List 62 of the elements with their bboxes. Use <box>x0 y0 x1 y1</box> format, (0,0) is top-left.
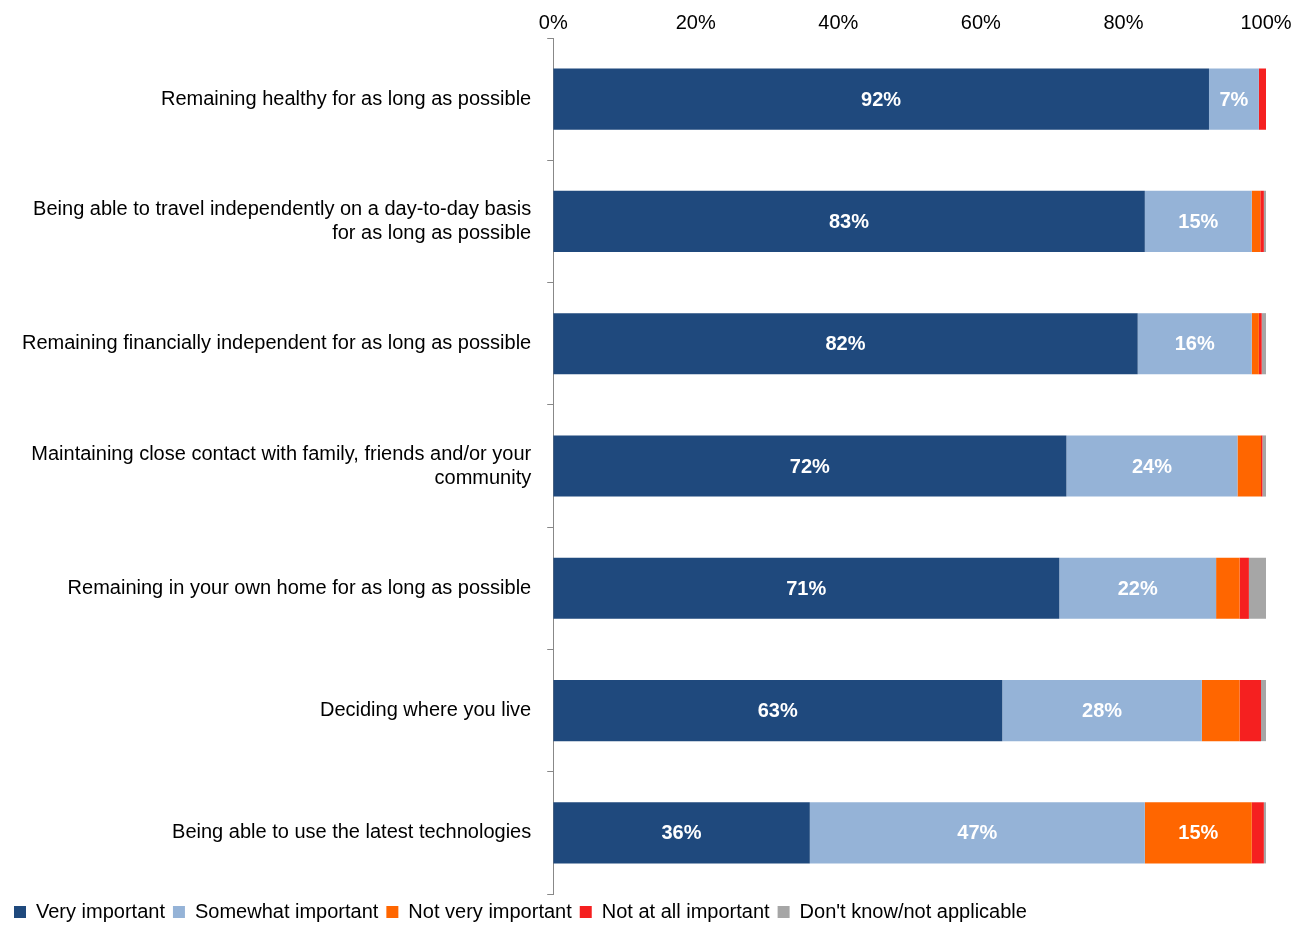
bar <box>1002 680 1202 742</box>
bar <box>553 557 1060 619</box>
data-label: 82% <box>825 332 866 355</box>
bar <box>553 190 1145 252</box>
bar <box>553 68 1209 130</box>
bar <box>1066 435 1238 497</box>
bar <box>553 680 1003 742</box>
bar <box>809 802 1145 864</box>
x-tick-label: 60% <box>960 10 1002 33</box>
data-label: 7% <box>1219 87 1249 110</box>
bar <box>1251 190 1261 252</box>
bar <box>1239 557 1249 619</box>
bar <box>1258 313 1262 375</box>
bar <box>1251 313 1259 375</box>
y-tick-label: Maintaining close contact with family, friends and/or your community <box>31 441 532 488</box>
data-label: 36% <box>661 821 702 844</box>
bar <box>1261 680 1266 742</box>
bar <box>1208 68 1259 130</box>
x-tick-label: 40% <box>818 10 859 33</box>
data-label: 24% <box>1131 454 1173 477</box>
bar <box>553 313 1138 375</box>
bar <box>1144 802 1252 864</box>
data-label: 16% <box>1174 332 1215 355</box>
bar <box>1144 190 1252 252</box>
bar <box>1258 68 1266 130</box>
data-label: 72% <box>789 454 831 477</box>
data-label: 83% <box>829 209 870 232</box>
legend-label: Very important <box>36 899 166 922</box>
data-label: 92% <box>861 87 902 110</box>
legend-label: Not very important <box>408 899 573 922</box>
legend-label: Somewhat important <box>194 899 379 922</box>
y-tick-label: Being able to use the latest technologies <box>172 820 532 843</box>
legend-label: Not at all important <box>601 899 771 922</box>
bar <box>1216 557 1240 619</box>
y-tick-label: Being able to travel independently on a day-to-day basis for as long as possible <box>33 196 532 243</box>
legend-label: Don't know/not applicable <box>799 899 1027 922</box>
bar <box>1261 313 1266 375</box>
bar <box>1248 557 1266 619</box>
data-label: 28% <box>1082 699 1123 722</box>
x-tick-label: 20% <box>675 10 716 33</box>
bar <box>1239 680 1262 742</box>
data-label: 47% <box>957 821 998 844</box>
data-label: 15% <box>1178 821 1219 844</box>
data-label: 22% <box>1117 576 1158 599</box>
bar <box>1059 557 1217 619</box>
bar <box>553 802 810 864</box>
y-tick-label: Remaining financially independent for as long as possible <box>21 331 532 354</box>
bar <box>1251 802 1264 864</box>
y-tick-label: Remaining in your own home for as long as possible <box>67 575 532 598</box>
bar <box>1137 313 1252 375</box>
data-label: 63% <box>757 699 798 722</box>
x-tick-label: 100% <box>1240 10 1292 33</box>
y-tick-label: Deciding where you live <box>319 698 532 721</box>
bar <box>1263 802 1266 864</box>
bar <box>553 435 1067 497</box>
y-tick-label: Remaining healthy for as long as possible <box>160 86 532 109</box>
x-tick-label: 80% <box>1103 10 1144 33</box>
bar <box>1201 680 1240 742</box>
bar <box>1237 435 1262 497</box>
data-label: 71% <box>786 576 827 599</box>
x-tick-label: 0% <box>538 10 568 33</box>
data-label: 15% <box>1178 209 1219 232</box>
